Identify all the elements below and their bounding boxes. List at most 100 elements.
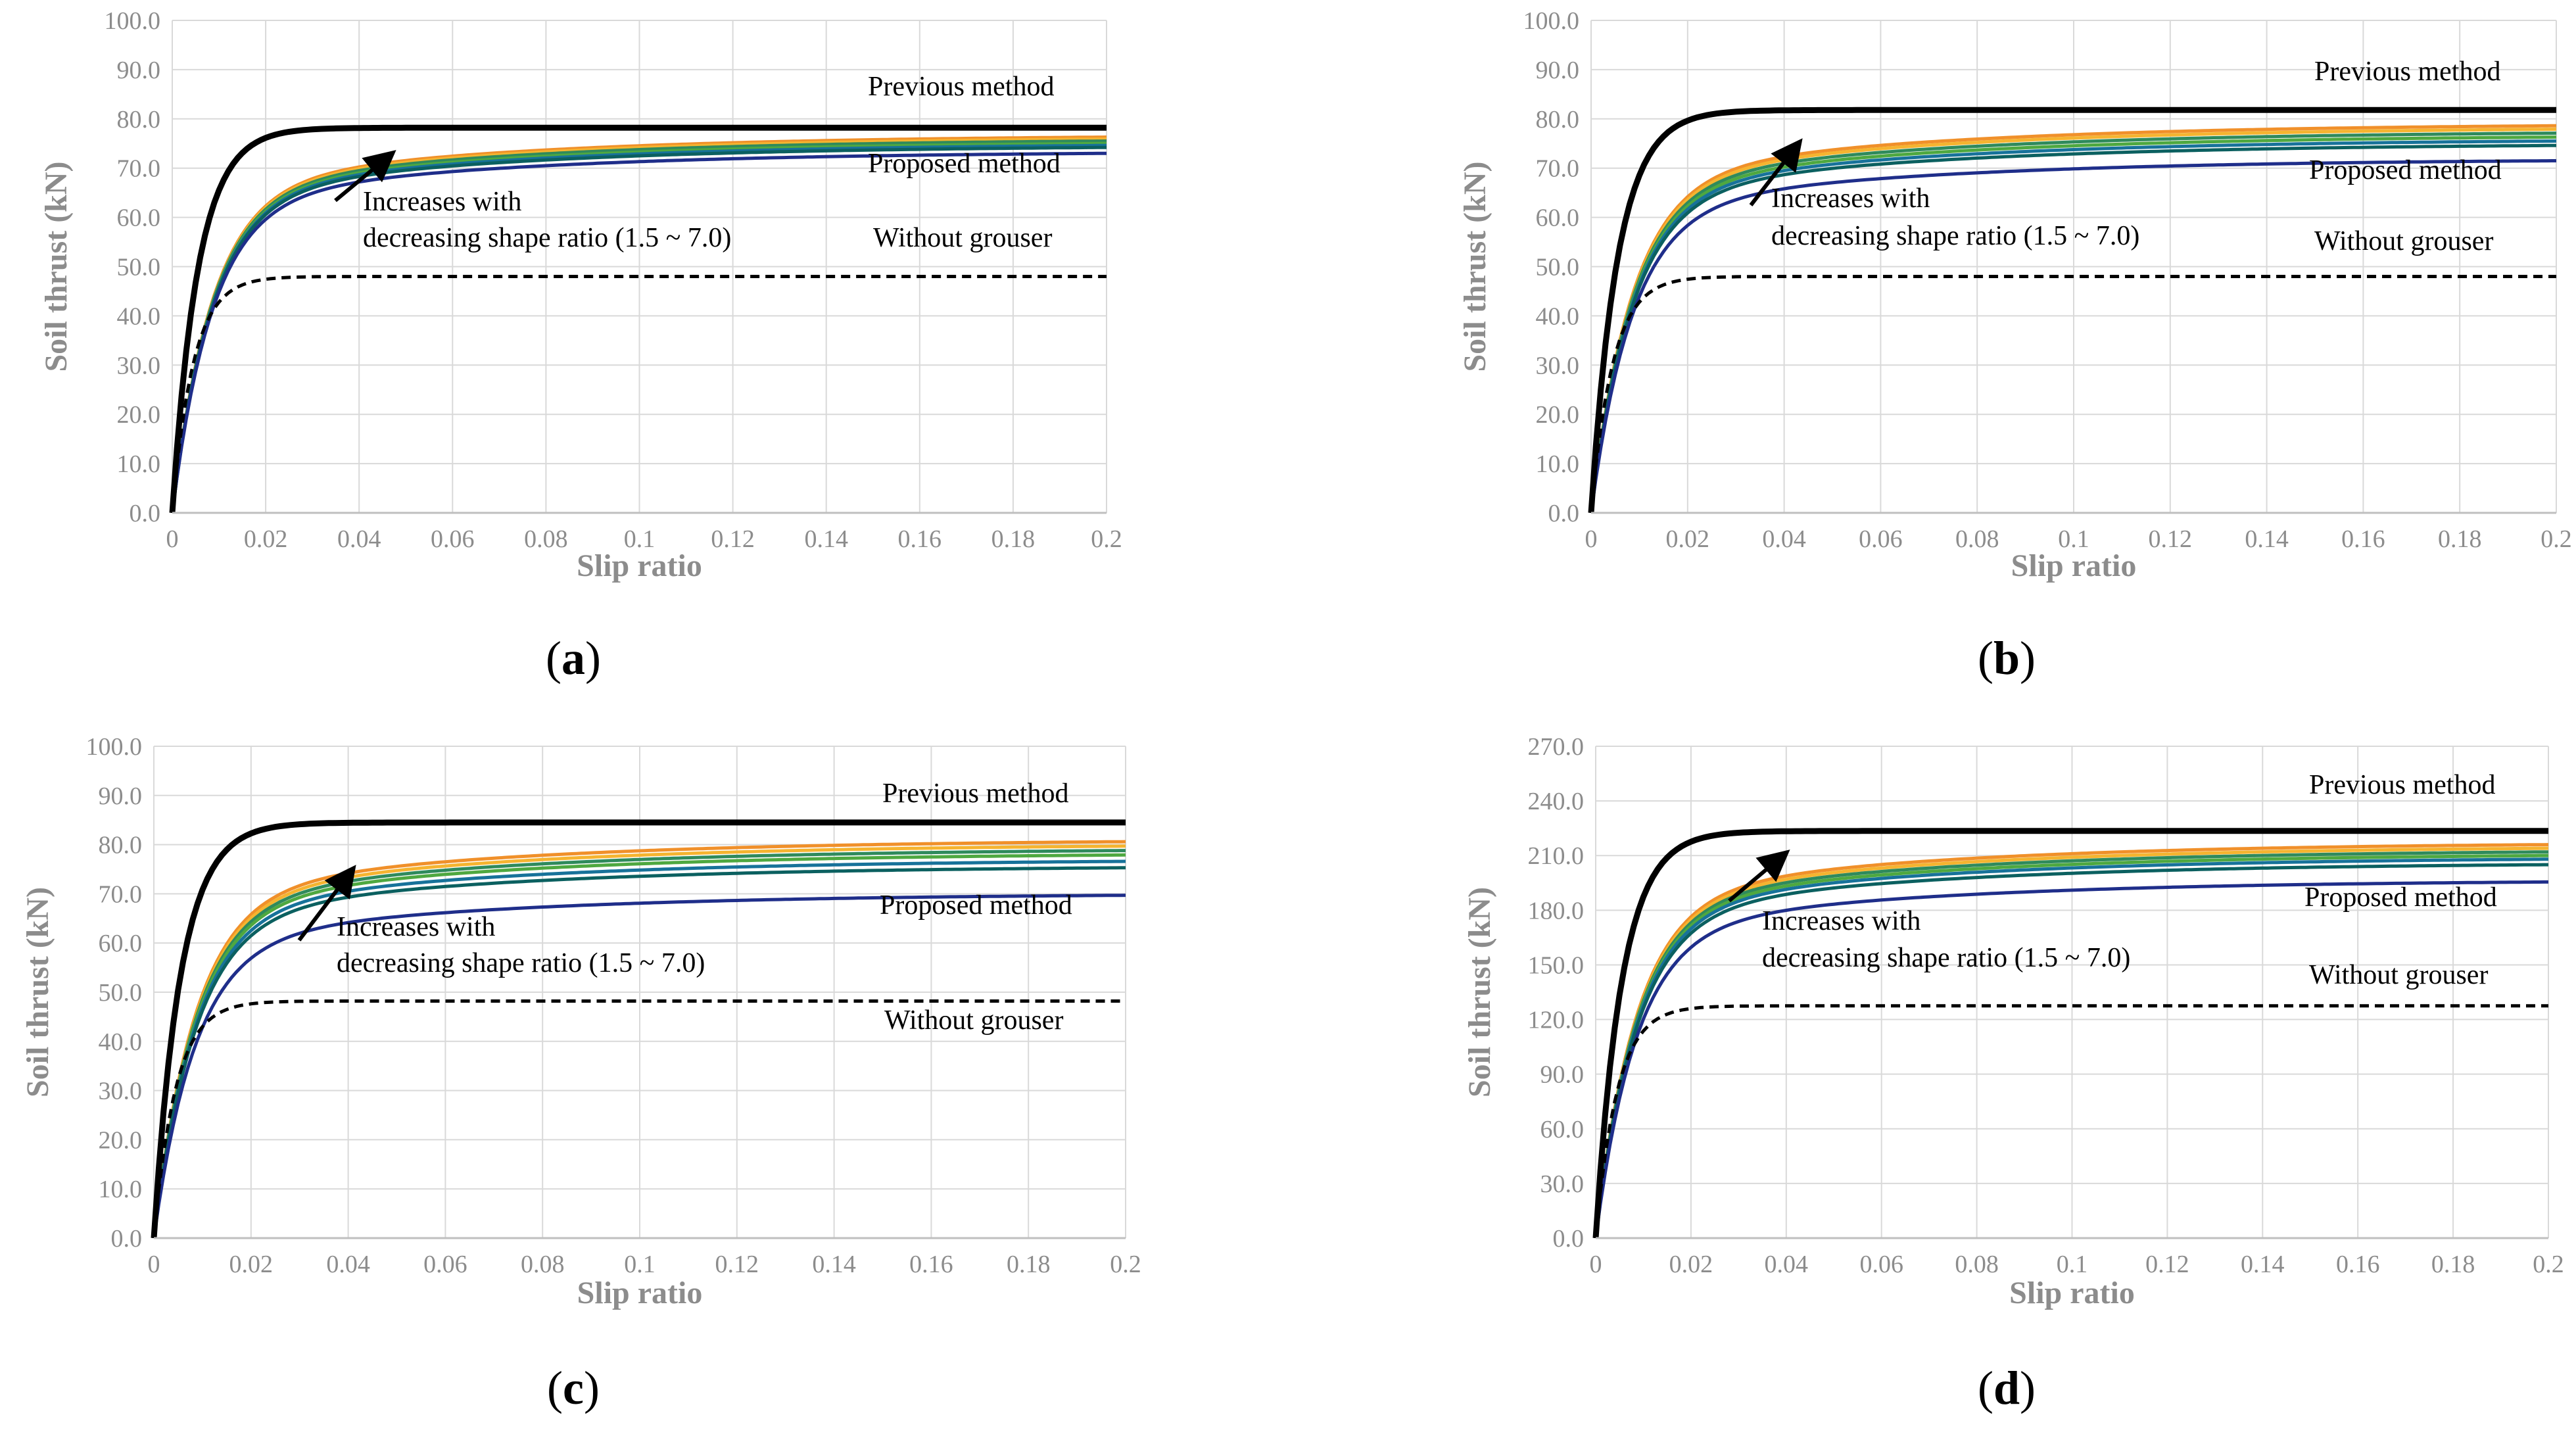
without-grouser-label: Without grouser	[873, 223, 1052, 253]
proposed-method-line	[1594, 853, 2549, 1239]
without-grouser-line	[170, 275, 1107, 514]
panel-label: (a)	[546, 632, 601, 684]
y-tick-label: 270.0	[1528, 733, 1585, 761]
y-tick-label: 70.0	[117, 155, 161, 183]
y-tick-label: 60.0	[1536, 204, 1580, 232]
series-lines	[169, 124, 1107, 514]
x-tick-label: 0.18	[991, 525, 1036, 553]
x-tick-label: 0.02	[229, 1251, 274, 1278]
panel-label-letter: c	[563, 1362, 584, 1414]
proposed-method-line	[152, 859, 1126, 1239]
proposed-method-line	[1594, 880, 2548, 1239]
x-tick-label: 0.16	[2341, 525, 2385, 553]
chart-panel-c: 0 0.02 0.04 0.06 0.08 0.1 0.12 0.14 0.16 0.18 0.2 0…	[20, 733, 1141, 1414]
y-tick-label: 80.0	[1536, 106, 1580, 133]
x-tick-label: 0.14	[804, 525, 848, 553]
x-tick-label: 0.06	[423, 1251, 467, 1278]
previous-method-line	[1588, 107, 2556, 514]
x-tick-label: 0.04	[1765, 1251, 1809, 1278]
y-tick-label: 50.0	[117, 254, 161, 281]
proposed-method-line	[152, 853, 1126, 1239]
proposed-method-line	[1589, 128, 2557, 514]
proposed-method-line	[1594, 850, 2548, 1239]
trend-annotation-line1: Increases with	[1771, 183, 1930, 214]
x-tick-label: 0.08	[1955, 525, 1999, 553]
y-tick-label: 60.0	[1540, 1116, 1585, 1143]
trend-annotation-line2: decreasing shape ratio (1.5 ~ 7.0)	[337, 948, 705, 978]
y-tick-label: 40.0	[99, 1028, 143, 1056]
proposed-method-line	[1594, 843, 2549, 1239]
x-tick-label: 0.12	[2149, 525, 2193, 553]
panel-label: (c)	[547, 1362, 600, 1414]
proposed-method-line	[1589, 135, 2557, 514]
x-tick-label: 0.02	[1666, 525, 1710, 553]
previous-method-line	[151, 819, 1126, 1239]
x-tick-label: 0.18	[2438, 525, 2482, 553]
y-tick-label: 100.0	[1523, 7, 1580, 35]
proposed-method-label: Proposed method	[2304, 882, 2497, 913]
trend-annotation-line1: Increases with	[363, 187, 521, 217]
previous-method-label: Previous method	[868, 72, 1054, 102]
x-tick-label: 0.18	[2431, 1251, 2475, 1278]
x-tick-label: 0.2	[1110, 1251, 1141, 1278]
y-tick-label: 70.0	[1536, 155, 1580, 183]
x-tick-label: 0.02	[1669, 1251, 1713, 1278]
y-tick-label: 10.0	[99, 1176, 143, 1203]
x-tick-label: 0.1	[2058, 525, 2089, 553]
without-grouser-label: Without grouser	[2314, 226, 2493, 256]
y-tick-label: 30.0	[1536, 352, 1580, 379]
proposed-method-line	[1589, 143, 2557, 514]
panel-label-close: )	[2020, 632, 2036, 684]
panel-label-close: )	[2020, 1362, 2036, 1414]
grid-lines	[1595, 746, 2549, 1239]
series-lines	[1588, 107, 2557, 514]
x-tick-label: 0	[148, 1251, 160, 1278]
grid-lines	[1590, 20, 2557, 514]
x-tick-label: 0.08	[524, 525, 568, 553]
proposed-method-line	[152, 844, 1126, 1239]
x-tick-label: 0.14	[2241, 1251, 2285, 1278]
y-tick-label: 10.0	[1536, 450, 1580, 478]
series-lines	[151, 819, 1126, 1239]
y-tick-label: 100.0	[86, 733, 143, 761]
x-tick-label: 0.2	[1091, 525, 1122, 553]
y-tick-label: 30.0	[117, 352, 161, 379]
x-tick-label: 0.04	[326, 1251, 370, 1278]
y-tick-label: 100.0	[105, 7, 161, 35]
proposed-method-label: Proposed method	[880, 890, 1072, 921]
proposed-method-line	[1589, 132, 2557, 514]
y-tick-label: 240.0	[1528, 788, 1585, 815]
x-tick-label: 0.08	[521, 1251, 565, 1278]
proposed-method-line	[170, 135, 1107, 514]
y-tick-label: 50.0	[1536, 254, 1580, 281]
grid-lines	[153, 746, 1126, 1239]
trend-arrow	[1749, 138, 1803, 206]
panel-label-open: (	[1978, 632, 1993, 684]
x-tick-label: 0.08	[1955, 1251, 1999, 1278]
y-tick-label: 30.0	[99, 1078, 143, 1105]
trend-arrow	[1728, 850, 1790, 903]
without-grouser-label: Without grouser	[2309, 960, 2488, 990]
proposed-method-line	[1594, 863, 2548, 1239]
y-tick-label: 60.0	[99, 930, 143, 957]
y-tick-label: 30.0	[1540, 1170, 1585, 1198]
y-tick-label: 150.0	[1528, 951, 1585, 979]
panel-label-close: )	[585, 632, 601, 684]
y-tick-label: 10.0	[117, 450, 161, 478]
trend-arrow	[297, 865, 356, 942]
y-tick-label: 90.0	[1536, 57, 1580, 84]
x-tick-label: 0.06	[1859, 525, 1903, 553]
y-tick-label: 180.0	[1528, 897, 1585, 924]
x-tick-label: 0.12	[715, 1251, 759, 1278]
y-axis-title: Soil thrust (kN)	[1462, 887, 1497, 1097]
without-grouser-line	[152, 999, 1126, 1239]
panel-label-open: (	[546, 632, 561, 684]
proposed-method-line	[1594, 846, 2549, 1239]
proposed-method-label: Proposed method	[2309, 155, 2502, 185]
panel-label-open: (	[1978, 1362, 1993, 1414]
y-tick-label: 50.0	[99, 979, 143, 1007]
trend-annotation-line2: decreasing shape ratio (1.5 ~ 7.0)	[1771, 221, 2139, 251]
y-tick-label: 40.0	[1536, 302, 1580, 330]
panel-label: (b)	[1978, 632, 2036, 684]
y-tick-label: 20.0	[99, 1126, 143, 1154]
